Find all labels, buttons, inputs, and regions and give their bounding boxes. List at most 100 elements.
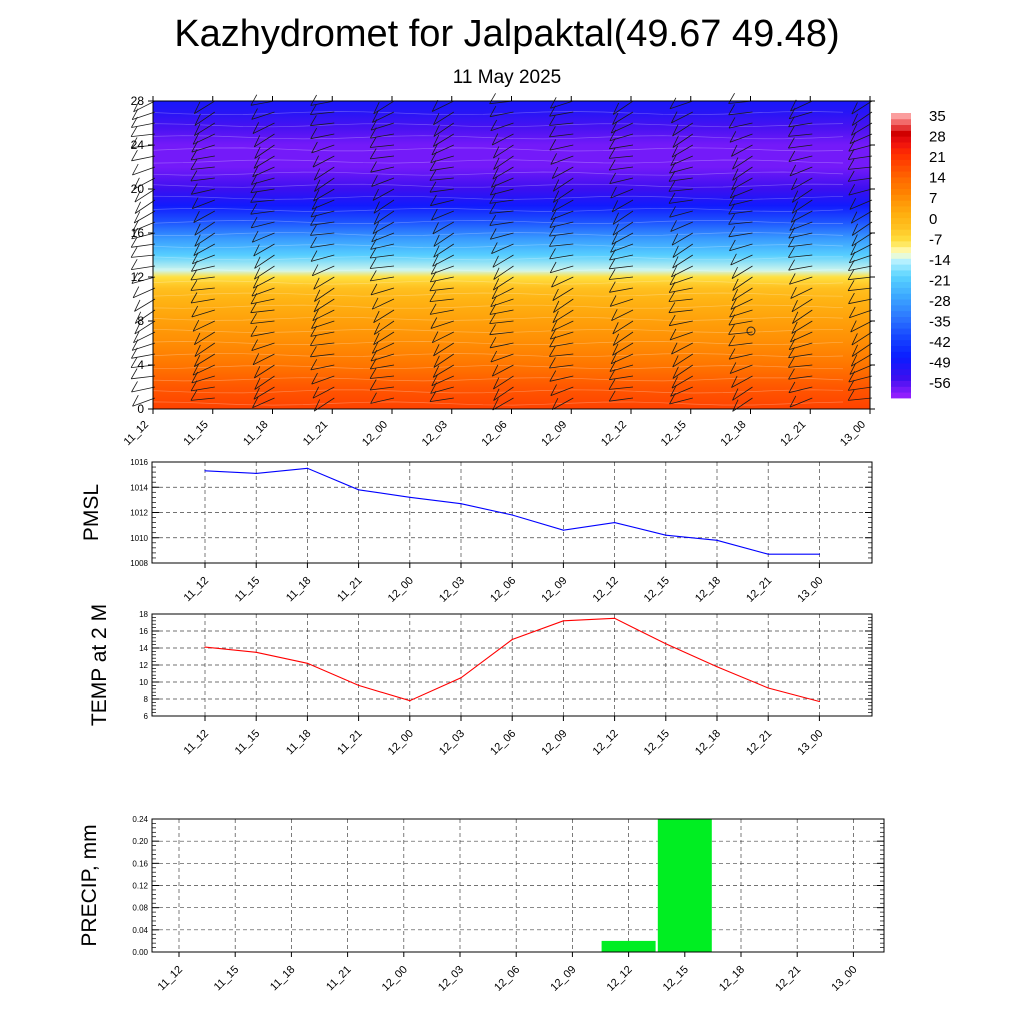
colorbar-box xyxy=(891,316,911,323)
wind-barb xyxy=(491,243,514,254)
wind-barb xyxy=(791,298,813,313)
wind-barb-flag xyxy=(313,277,320,290)
wind-barb-flag xyxy=(252,165,259,177)
wind-barb-flag xyxy=(310,214,317,226)
colorbar-box xyxy=(891,124,911,131)
wind-barb-flag xyxy=(490,350,498,363)
isotherm-line xyxy=(152,220,844,224)
wind-barb-flag xyxy=(552,310,559,323)
wind-barb-flag xyxy=(788,381,796,393)
wind-barb-flag xyxy=(493,377,500,390)
colorbar-box xyxy=(891,392,911,399)
wind-barb-flag xyxy=(789,164,797,177)
data-point xyxy=(306,662,308,664)
wind-barb xyxy=(612,111,634,125)
isotherm-line xyxy=(152,183,844,188)
wind-barb-flag xyxy=(789,395,797,408)
wind-barb-flag xyxy=(192,319,200,332)
y-tick-label: 16 xyxy=(131,226,145,240)
colorbar-box xyxy=(891,357,911,364)
wind-barb-flag xyxy=(250,313,257,324)
wind-barb-flag xyxy=(250,325,258,337)
wind-barb-flag xyxy=(370,392,377,404)
y-tick-label: 0.20 xyxy=(132,837,148,846)
wind-barb-flag xyxy=(788,236,795,248)
wind-barb-flag xyxy=(432,365,440,378)
wind-barb xyxy=(789,342,813,350)
wind-barb-flag xyxy=(669,206,676,218)
chart-title: Kazhydromet for Jalpaktal(49.67 49.48) xyxy=(174,13,839,55)
wind-barb-flag xyxy=(253,244,260,257)
wind-barb xyxy=(493,144,514,159)
x-tick-label: 11_12 xyxy=(182,728,212,758)
wind-barb xyxy=(370,276,395,282)
wind-barb xyxy=(788,364,813,368)
wind-barb-flag xyxy=(728,92,735,104)
wind-barb xyxy=(668,298,693,302)
wind-barb-flag xyxy=(552,179,560,192)
colorbar-box xyxy=(891,159,911,166)
wind-barb-flag xyxy=(728,335,736,347)
wind-barb xyxy=(491,177,514,188)
wind-barb xyxy=(788,155,813,162)
wind-barb-flag xyxy=(671,145,679,158)
wind-barb-flag xyxy=(549,126,556,138)
wind-barb xyxy=(611,199,634,213)
wind-barb xyxy=(789,111,813,120)
wind-barb-flag xyxy=(668,314,676,326)
wind-barb-flag xyxy=(847,389,855,401)
wind-barb xyxy=(194,111,216,126)
wind-barb-flag xyxy=(788,150,796,162)
wind-barb-flag xyxy=(669,97,677,109)
wind-barb-flag xyxy=(790,99,797,112)
wind-barb-flag xyxy=(489,192,497,204)
wind-barb xyxy=(310,342,335,346)
wind-barb xyxy=(370,375,395,379)
wind-barb-flag xyxy=(612,333,620,346)
wind-barb xyxy=(312,386,335,399)
wind-barb xyxy=(251,342,275,351)
wind-barb-flag xyxy=(190,158,198,170)
x-tick-label: 12_15 xyxy=(659,419,689,449)
wind-barb xyxy=(609,276,634,280)
isotherm-line xyxy=(152,280,844,285)
wind-barb xyxy=(373,199,395,214)
wind-barb xyxy=(190,276,215,281)
wind-barb-flag xyxy=(551,166,559,179)
wind-barb xyxy=(552,287,574,301)
colorbar-label: -35 xyxy=(929,314,951,331)
wind-barb-flag xyxy=(431,100,439,112)
y-axis-label: TEMP at 2 M xyxy=(88,604,111,726)
wind-barb xyxy=(250,320,275,324)
wind-barb xyxy=(609,265,634,270)
y-tick-label: 14 xyxy=(139,644,148,653)
wind-barb xyxy=(314,177,335,192)
isotherm-line xyxy=(152,159,844,164)
wind-barb-flag xyxy=(549,345,556,357)
wind-barb-flag xyxy=(670,154,677,166)
wind-barb-flag xyxy=(311,372,318,385)
wind-barb-flag xyxy=(431,143,438,156)
wind-barb xyxy=(133,177,156,190)
wind-barb xyxy=(194,342,216,357)
wind-barb xyxy=(131,276,156,284)
wind-barb xyxy=(848,265,873,271)
y-tick-label: 0.00 xyxy=(132,948,148,957)
wind-barb xyxy=(253,155,275,169)
wind-barb-flag xyxy=(612,223,619,236)
wind-barb-flag xyxy=(430,317,438,329)
colorbar-box xyxy=(891,281,911,288)
wind-barb-flag xyxy=(490,295,497,307)
wind-barb-flag xyxy=(728,104,735,115)
wind-barb xyxy=(732,155,753,170)
wind-barb xyxy=(729,133,753,143)
wind-barb-flag xyxy=(433,234,440,247)
wind-barb xyxy=(433,232,455,247)
wind-barb xyxy=(550,386,574,396)
wind-barb-flag xyxy=(672,135,679,148)
wind-barb-flag xyxy=(549,105,556,117)
x-tick-label: 12_12 xyxy=(591,728,621,758)
wind-barb-flag xyxy=(430,263,438,275)
wind-barb xyxy=(250,188,275,194)
wind-barb xyxy=(132,221,156,232)
